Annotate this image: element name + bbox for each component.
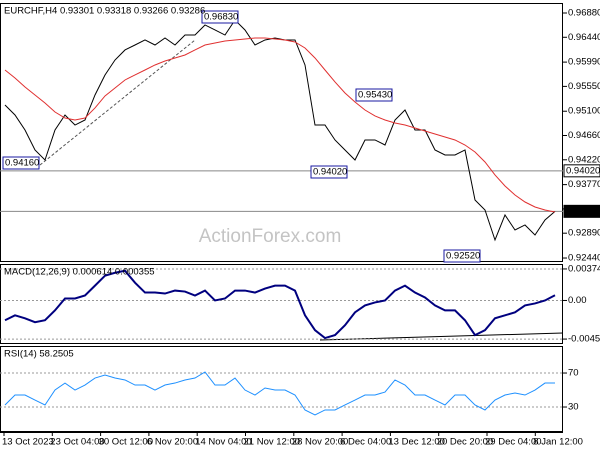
x-tick-label: 21 Nov 12:00 (244, 437, 301, 448)
x-tick-label: 29 Dec 04:00 (485, 437, 542, 448)
panel-title: EURCHF,H4 0.93301 0.93318 0.93266 0.9328… (4, 6, 205, 17)
y-tick-label: 0.96440 (568, 32, 600, 43)
y-tick-label: 30 (568, 402, 579, 413)
y-tick-label: 0.95550 (568, 81, 600, 92)
panel-frame (0, 3, 563, 262)
panel-title: MACD(12,26,9) 0.000614 0.000355 (4, 267, 155, 278)
y-tick-label: 0.92440 (568, 253, 600, 264)
series-line (4, 37, 556, 213)
y-tick-label: 0.92890 (568, 228, 600, 239)
annotation: 0.96830 (204, 12, 238, 23)
x-tick-label: 6 Dec 04:00 (340, 437, 391, 448)
y-tick-label: 0.95990 (568, 57, 600, 68)
x-tick-label: 28 Nov 20:00 (292, 437, 349, 448)
annotation-box (443, 249, 481, 263)
x-tick-label: 13 Oct 2023 (2, 437, 54, 448)
trend-line (39, 39, 196, 166)
annotation: 0.94160 (5, 158, 39, 169)
panel-title: RSI(14) 58.2505 (4, 349, 74, 360)
x-tick-label: 14 Nov 04:00 (195, 437, 252, 448)
level-box (563, 204, 600, 218)
annotation: 0.95430 (358, 90, 392, 101)
series-line (4, 269, 556, 340)
y-tick-label: 0.94220 (568, 154, 600, 165)
level-box (563, 164, 600, 178)
y-tick-label: 0.94660 (568, 130, 600, 141)
watermark: ActionForex.com (199, 226, 342, 247)
y-tick-label: 0.003743 (568, 263, 600, 274)
y-tick-label: -0.004585 (568, 334, 600, 345)
panel-frame (0, 264, 563, 344)
annotation-box (2, 156, 40, 170)
y-tick-label: 70 (568, 368, 579, 379)
x-tick-label: 30 Oct 12:00 (99, 437, 153, 448)
annotation: 0.92520 (446, 251, 480, 262)
x-tick-label: 8 Jan 12:00 (533, 437, 583, 448)
x-tick-label: 23 Oct 04:00 (50, 437, 104, 448)
level-label: 0.93286 (566, 206, 600, 217)
x-tick-label: 20 Dec 20:00 (437, 437, 494, 448)
x-tick-label: 13 Dec 12:00 (388, 437, 445, 448)
annotation: 0.94020 (313, 167, 347, 178)
annotation-box (201, 10, 239, 24)
x-tick-label: 6 Nov 20:00 (147, 437, 198, 448)
series-line (4, 371, 556, 416)
y-tick-label: 0.93770 (568, 179, 600, 190)
annotation-box (310, 165, 348, 179)
annotation-box (355, 88, 393, 102)
y-tick-label: 0.96880 (568, 8, 600, 19)
level-label: 0.94020 (566, 165, 600, 176)
panel-frame (0, 346, 563, 432)
y-tick-label: 0.95100 (568, 106, 600, 117)
y-tick-label: 0.00 (568, 295, 587, 306)
